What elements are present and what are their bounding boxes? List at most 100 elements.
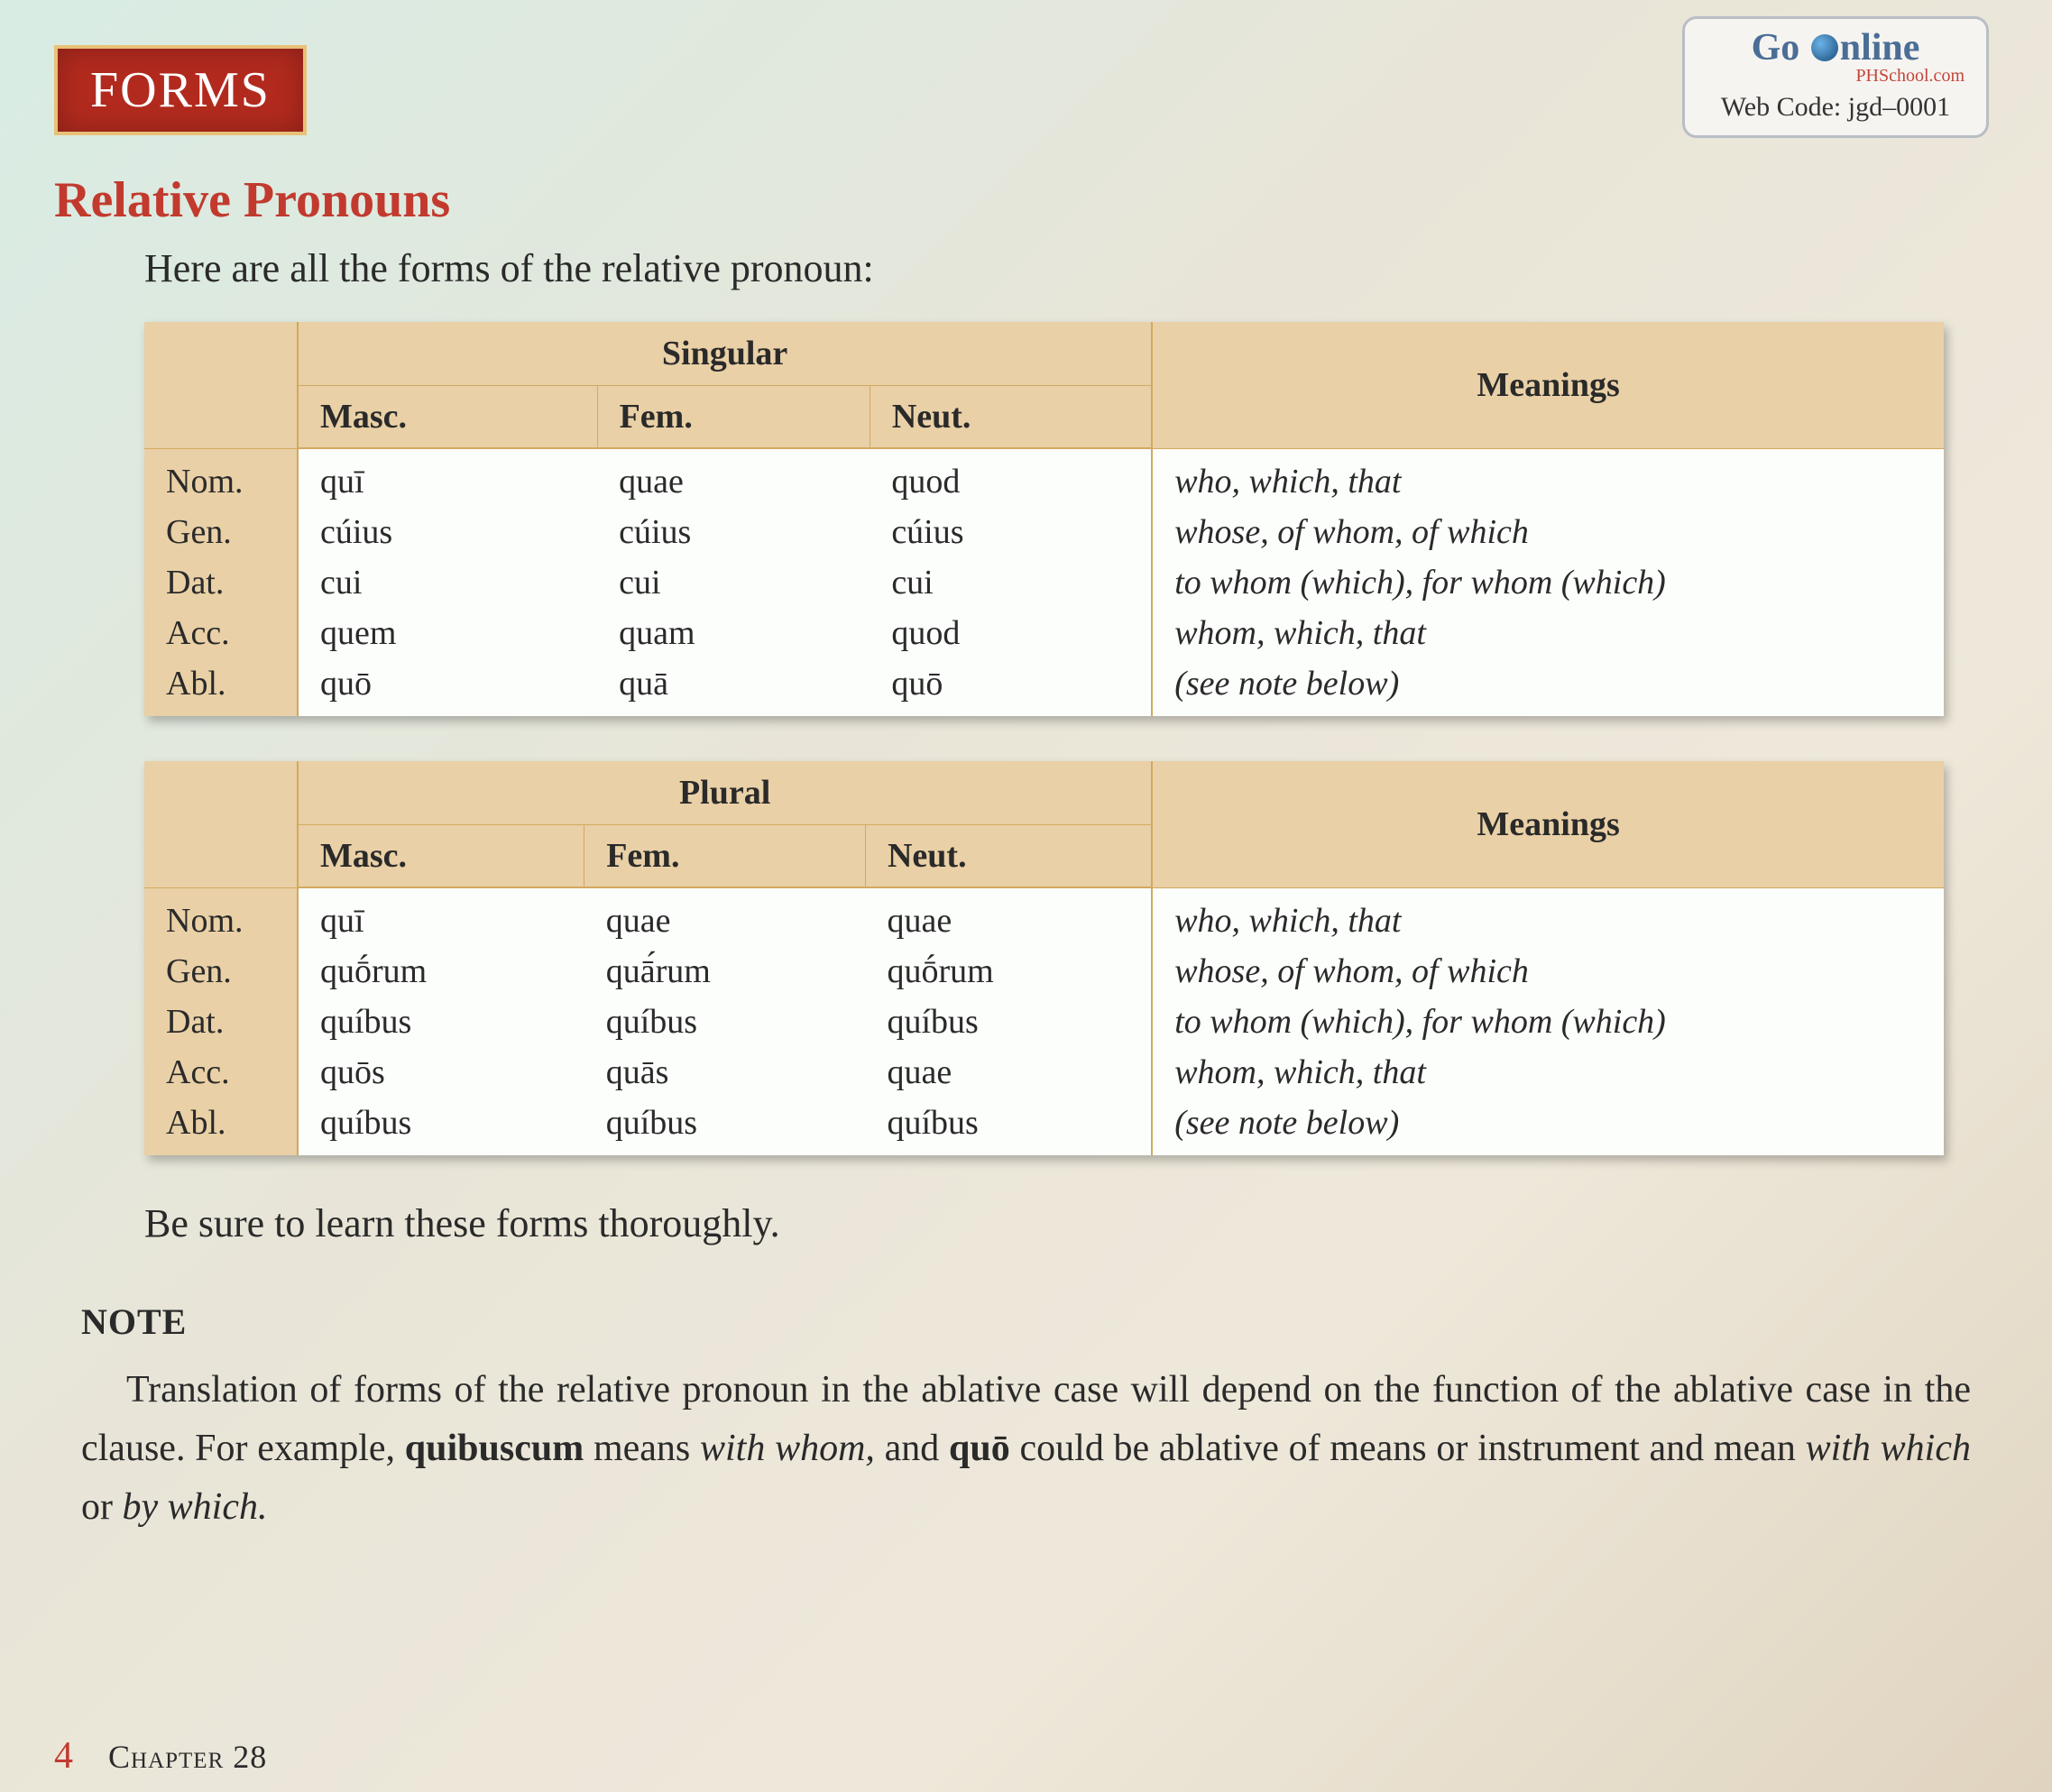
gender-fem: Fem. xyxy=(584,824,866,887)
note-fragment: and xyxy=(875,1428,949,1469)
note-fragment: quibuscum xyxy=(405,1428,584,1469)
form-fem: quās xyxy=(584,1047,866,1098)
form-fem: quā xyxy=(597,658,870,716)
form-masc: cui xyxy=(298,557,597,608)
form-fem: quam xyxy=(597,608,870,658)
note-fragment: could be ablative of means or instrument… xyxy=(1010,1428,1806,1469)
gender-neut: Neut. xyxy=(870,385,1152,448)
meanings-header: Meanings xyxy=(1152,761,1944,887)
gender-fem: Fem. xyxy=(597,385,870,448)
page-heading: Relative Pronouns xyxy=(54,171,1998,229)
note-fragment: with whom, xyxy=(700,1428,875,1469)
table-row: Acc.quemquamquodwhom, which, that xyxy=(144,608,1944,658)
table-row: Gen.quṓrumquā́rumquṓrumwhose, of whom, o… xyxy=(144,946,1944,997)
note-fragment: with which xyxy=(1806,1428,1971,1469)
plural-table-wrap: Plural Meanings Masc. Fem. Neut. Nom.quī… xyxy=(144,761,1944,1155)
go-online-title: Go nline xyxy=(1707,26,1965,69)
page-number: 4 xyxy=(54,1735,73,1777)
form-masc: quōs xyxy=(298,1047,584,1098)
table-row: Abl.quíbusquíbusquíbus(see note below) xyxy=(144,1098,1944,1155)
form-fem: quae xyxy=(584,887,866,946)
gender-masc: Masc. xyxy=(298,385,597,448)
table-corner xyxy=(144,761,298,887)
meaning-text: who, which, that xyxy=(1152,887,1944,946)
form-neut: quae xyxy=(865,1047,1152,1098)
note-body: Translation of forms of the relative pro… xyxy=(81,1361,1971,1537)
number-header: Plural xyxy=(298,761,1152,824)
meaning-text: (see note below) xyxy=(1152,1098,1944,1155)
case-label: Dat. xyxy=(144,557,298,608)
singular-tbody: Nom.quīquaequodwho, which, thatGen.cúius… xyxy=(144,448,1944,716)
plural-tbody: Nom.quīquaequaewho, which, thatGen.quṓru… xyxy=(144,887,1944,1155)
case-label: Abl. xyxy=(144,1098,298,1155)
go-online-box: Go nline PHSchool.com Web Code: jgd–0001 xyxy=(1682,16,1989,138)
note-fragment: by which. xyxy=(123,1486,268,1528)
case-label: Gen. xyxy=(144,507,298,557)
form-masc: quem xyxy=(298,608,597,658)
meaning-text: who, which, that xyxy=(1152,448,1944,507)
form-masc: cúius xyxy=(298,507,597,557)
form-fem: quae xyxy=(597,448,870,507)
form-neut: quíbus xyxy=(865,1098,1152,1155)
go-online-post: nline xyxy=(1840,27,1920,69)
case-label: Nom. xyxy=(144,448,298,507)
case-label: Gen. xyxy=(144,946,298,997)
case-label: Abl. xyxy=(144,658,298,716)
go-online-webcode: Web Code: jgd–0001 xyxy=(1707,92,1965,123)
meaning-text: to whom (which), for whom (which) xyxy=(1152,997,1944,1047)
form-fem: quā́rum xyxy=(584,946,866,997)
chapter-label: Chapter 28 xyxy=(108,1739,267,1775)
case-label: Acc. xyxy=(144,1047,298,1098)
table-row: Acc.quōsquāsquaewhom, which, that xyxy=(144,1047,1944,1098)
intro-text: Here are all the forms of the relative p… xyxy=(144,245,1998,291)
form-masc: quō xyxy=(298,658,597,716)
gender-neut: Neut. xyxy=(865,824,1152,887)
case-label: Nom. xyxy=(144,887,298,946)
form-masc: quíbus xyxy=(298,997,584,1047)
section-badge: FORMS xyxy=(54,45,307,135)
form-neut: quod xyxy=(870,608,1152,658)
meaning-text: (see note below) xyxy=(1152,658,1944,716)
meanings-header: Meanings xyxy=(1152,322,1944,448)
table-corner xyxy=(144,322,298,448)
form-fem: cui xyxy=(597,557,870,608)
meaning-text: whose, of whom, of which xyxy=(1152,507,1944,557)
note-fragment: quō xyxy=(949,1428,1010,1469)
case-label: Acc. xyxy=(144,608,298,658)
table-row: Nom.quīquaequodwho, which, that xyxy=(144,448,1944,507)
meaning-text: whom, which, that xyxy=(1152,1047,1944,1098)
note-fragment: or xyxy=(81,1486,123,1528)
form-neut: quíbus xyxy=(865,997,1152,1047)
number-header: Singular xyxy=(298,322,1152,385)
meaning-text: to whom (which), for whom (which) xyxy=(1152,557,1944,608)
form-neut: quō xyxy=(870,658,1152,716)
singular-table-wrap: Singular Meanings Masc. Fem. Neut. Nom.q… xyxy=(144,322,1944,716)
globe-icon xyxy=(1811,34,1838,61)
meaning-text: whose, of whom, of which xyxy=(1152,946,1944,997)
form-masc: quíbus xyxy=(298,1098,584,1155)
closing-text: Be sure to learn these forms thoroughly. xyxy=(144,1200,1998,1246)
table-row: Nom.quīquaequaewho, which, that xyxy=(144,887,1944,946)
form-neut: cúius xyxy=(870,507,1152,557)
case-label: Dat. xyxy=(144,997,298,1047)
form-neut: quod xyxy=(870,448,1152,507)
form-fem: cúius xyxy=(597,507,870,557)
table-row: Dat.quíbusquíbusquíbusto whom (which), f… xyxy=(144,997,1944,1047)
table-row: Gen.cúiuscúiuscúiuswhose, of whom, of wh… xyxy=(144,507,1944,557)
go-online-pre: Go xyxy=(1752,27,1809,69)
note-heading: NOTE xyxy=(81,1300,1998,1343)
form-masc: quī xyxy=(298,887,584,946)
plural-table: Plural Meanings Masc. Fem. Neut. Nom.quī… xyxy=(144,761,1944,1155)
form-neut: cui xyxy=(870,557,1152,608)
form-masc: quṓrum xyxy=(298,946,584,997)
note-fragment: means xyxy=(584,1428,700,1469)
page-footer: 4 Chapter 28 xyxy=(54,1734,267,1778)
table-row: Abl.quōquāquō(see note below) xyxy=(144,658,1944,716)
form-fem: quíbus xyxy=(584,997,866,1047)
form-masc: quī xyxy=(298,448,597,507)
gender-masc: Masc. xyxy=(298,824,584,887)
meaning-text: whom, which, that xyxy=(1152,608,1944,658)
form-neut: quae xyxy=(865,887,1152,946)
table-row: Dat.cuicuicuito whom (which), for whom (… xyxy=(144,557,1944,608)
form-fem: quíbus xyxy=(584,1098,866,1155)
